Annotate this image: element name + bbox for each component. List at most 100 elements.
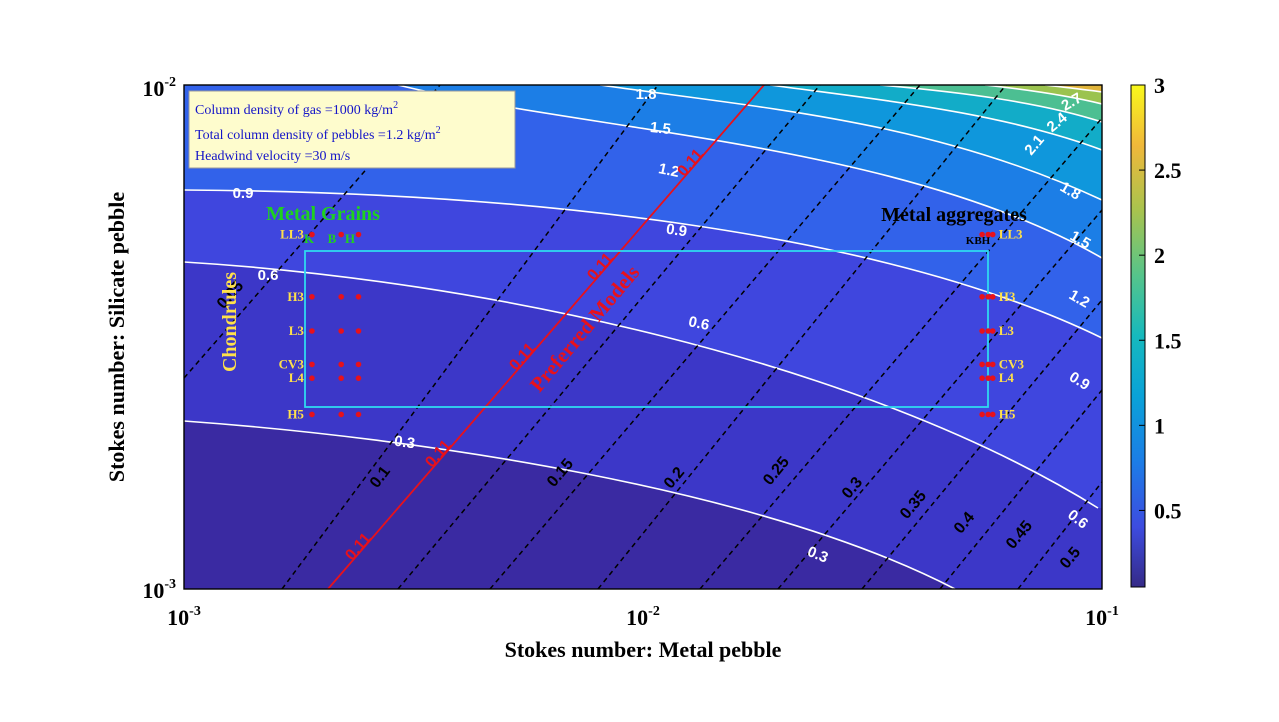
y-tick-0: 10-3 — [142, 577, 176, 603]
info-gas: Column density of gas =1000 kg/m2 — [195, 100, 398, 118]
metal-grains-label: Metal Grains — [266, 203, 380, 225]
x-tick-2: 10-1 — [1085, 604, 1119, 630]
contour-0.6 — [184, 261, 1099, 509]
dashed-0.45 — [939, 389, 1102, 589]
dashed-0.1 — [281, 85, 659, 589]
row-label-left-5: H5 — [287, 406, 304, 421]
x-tick-1: 10-2 — [626, 604, 660, 630]
chondrules-label: Chondrules — [219, 272, 241, 372]
x-axis-title: Stokes number: Metal pebble — [505, 637, 782, 662]
row-label-right-5: H5 — [999, 406, 1016, 421]
contour-1.5 — [599, 85, 1102, 201]
chondrite-point-1-2 — [355, 293, 362, 300]
chondrite-point-2-3 — [979, 328, 985, 334]
chondrite-point-2-1 — [338, 328, 344, 334]
row-label-left-0: LL3 — [280, 227, 304, 242]
dashed-0.5 — [1017, 481, 1102, 589]
clabel-0.6-b: 0.6 — [687, 313, 711, 334]
y-tick-1: 10-2 — [142, 75, 176, 101]
chondrite-point-5-1 — [338, 411, 344, 418]
clabel-0.3-a: 0.3 — [393, 433, 416, 453]
red-contour-0.11 — [327, 85, 765, 589]
chondrite-point-0-5 — [989, 231, 996, 238]
dashed-contour-lines — [184, 85, 1102, 589]
chondrite-point-3-5 — [989, 361, 996, 368]
chondrite-point-0-1 — [338, 231, 344, 238]
dashed-0.3 — [699, 117, 1102, 589]
chondrite-point-5-4 — [985, 411, 991, 418]
dashed-0.2 — [489, 85, 921, 589]
y-axis-title: Stokes number: Silicate pebble — [104, 192, 129, 483]
chondrite-point-3-2 — [355, 361, 362, 368]
contour-2.1 — [879, 85, 1102, 123]
chondrite-point-4-2 — [355, 375, 362, 381]
dashed-0.15 — [397, 85, 821, 589]
info-wind: Headwind velocity =30 m/s — [195, 149, 350, 164]
band-8 — [985, 85, 1102, 104]
colorbar-ticks: 0.5 1 1.5 2 2.5 3 — [1139, 73, 1182, 523]
y-axis: 10-3 10-2 Stokes number: Silicate pebble — [104, 75, 176, 603]
chondrite-point-1-3 — [979, 293, 985, 300]
colorbar-tick-label-5: 3 — [1154, 73, 1165, 98]
row-label-left-1: H3 — [287, 289, 304, 304]
chondrite-point-0-3 — [979, 231, 985, 238]
row-label-right-0: LL3 — [999, 227, 1023, 242]
contour-0.9 — [184, 189, 1102, 339]
row-label-right-3: CV3 — [999, 356, 1025, 371]
row-label-right-2: L3 — [999, 323, 1015, 338]
chondrite-point-2-2 — [355, 328, 362, 334]
chondrite-point-3-4 — [985, 361, 991, 368]
colorbar: 0.5 1 1.5 2 2.5 3 — [1130, 73, 1182, 588]
band-9 — [1045, 85, 1102, 92]
grain-type-k: K — [304, 231, 315, 246]
contour-1.8 — [769, 85, 1102, 151]
plot-area: 0.3 0.3 0.6 0.6 0.6 0.9 0.9 0.9 1.2 1.2 … — [184, 85, 1102, 589]
clabel-1.5-a: 1.5 — [649, 119, 672, 138]
chondrite-point-5-0 — [309, 411, 315, 418]
chondrite-point-2-5 — [989, 328, 996, 334]
band-7 — [880, 85, 1102, 122]
colorbar-gradient — [1130, 84, 1146, 588]
contour-2.4 — [984, 85, 1102, 105]
chondrite-point-1-0 — [309, 293, 315, 300]
chondrite-point-4-3 — [979, 375, 985, 381]
chondrite-point-5-3 — [979, 411, 985, 418]
row-label-right-4: L4 — [999, 370, 1015, 385]
aggregate-types-label: KBH — [966, 235, 991, 247]
plot-frame — [183, 84, 1103, 590]
info-box: Column density of gas =1000 kg/m2 Total … — [188, 90, 516, 169]
dashed-0.25 — [597, 85, 1007, 589]
colorbar-tick-label-0: 0.5 — [1154, 498, 1182, 523]
colorbar-tick-label-4: 2.5 — [1154, 158, 1182, 183]
chondrite-point-4-1 — [338, 375, 344, 381]
row-label-left-3: CV3 — [279, 356, 305, 371]
chondrite-point-2-0 — [309, 328, 315, 334]
contour-0.3 — [184, 420, 956, 589]
clabel-0.3-b: 0.3 — [805, 543, 831, 567]
contour-2.7 — [1044, 85, 1102, 93]
info-box-bg — [188, 90, 516, 169]
x-axis: 10-3 10-2 10-1 Stokes number: Metal pebb… — [167, 604, 1119, 662]
chondrite-point-3-1 — [338, 361, 344, 368]
chondrite-point-4-4 — [985, 375, 991, 381]
chondrite-point-4-0 — [309, 375, 315, 381]
clabel-0.6-a: 0.6 — [258, 267, 279, 284]
white-contour-lines — [184, 85, 1102, 589]
chondrite-point-1-1 — [338, 293, 344, 300]
clabel-1.2-a: 1.2 — [657, 160, 681, 181]
dashed-0.35 — [777, 209, 1102, 589]
row-label-left-2: L3 — [289, 323, 305, 338]
chondrite-point-2-4 — [985, 328, 991, 334]
row-label-left-4: L4 — [289, 370, 305, 385]
grain-type-h: H — [345, 231, 355, 246]
chondrite-point-1-5 — [989, 293, 996, 300]
clabel-1.8-a: 1.8 — [636, 86, 657, 103]
info-pebbles: Total column density of pebbles =1.2 kg/… — [195, 125, 441, 143]
row-label-right-1: H3 — [999, 289, 1016, 304]
colorbar-tick-label-3: 2 — [1154, 243, 1165, 268]
chondrite-point-5-5 — [989, 411, 996, 418]
chondrite-point-0-0 — [309, 231, 315, 238]
grain-type-b: B — [328, 231, 337, 246]
